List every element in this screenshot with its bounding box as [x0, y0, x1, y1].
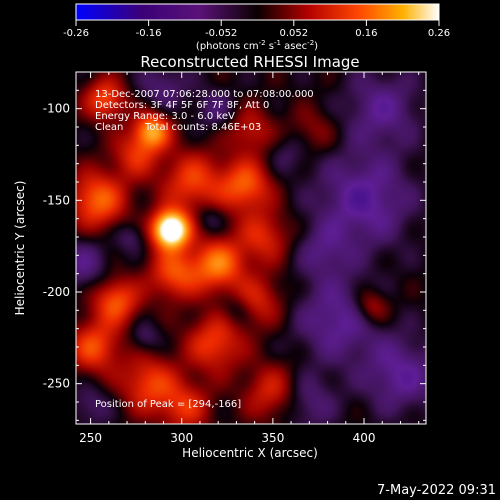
plot-frame — [75, 71, 427, 425]
heatmap-image — [76, 72, 426, 424]
x-tick-label: 400 — [353, 431, 376, 445]
colorbar-tick-label: -0.16 — [136, 28, 162, 39]
annotation-energy: Energy Range: 3.0 - 6.0 keV — [95, 111, 235, 122]
colorbar-tick-label: -0.26 — [63, 28, 89, 39]
peak-point — [169, 228, 172, 231]
y-tick-label: -100 — [43, 102, 70, 116]
footer-timestamp: 7-May-2022 09:31 — [377, 483, 496, 498]
annotation-peak: Position of Peak = [294,-166] — [95, 399, 241, 410]
colorbar-unit-label: (photons cm-2 s-1 asec-2) — [196, 39, 318, 52]
colorbar-tick-label: 0.052 — [279, 28, 308, 39]
colorbar-tick-label: -0.052 — [205, 28, 237, 39]
x-tick-label: 350 — [261, 431, 284, 445]
x-axis-label: Heliocentric X (arcsec) — [182, 446, 318, 460]
y-tick-label: -150 — [43, 193, 70, 207]
annotation-method: Clean — [95, 122, 123, 133]
colorbar-tick-label: 0.26 — [428, 28, 450, 39]
y-axis-label: Heliocentric Y (arcsec) — [13, 181, 27, 316]
colorbar — [75, 3, 440, 21]
annotation-counts: Total counts: 8.46E+03 — [144, 122, 261, 133]
annotation-time: 13-Dec-2007 07:06:28.000 to 07:08:00.000 — [95, 89, 314, 100]
y-tick-label: -200 — [43, 285, 70, 299]
annotation-layer — [169, 228, 172, 231]
colorbar-ticks — [75, 20, 440, 26]
x-tick-label: 300 — [170, 431, 193, 445]
annotation-detectors: Detectors: 3F 4F 5F 6F 7F 8F, Att 0 — [95, 100, 269, 111]
y-tick-label: -250 — [43, 377, 70, 391]
colorbar-tick-label: 0.16 — [355, 28, 377, 39]
chart-title: Reconstructed RHESSI Image — [140, 53, 359, 71]
x-tick-label: 250 — [79, 431, 102, 445]
axis-ticks: 250 300 350 400 -100 -150 -200 -250 — [43, 71, 426, 445]
